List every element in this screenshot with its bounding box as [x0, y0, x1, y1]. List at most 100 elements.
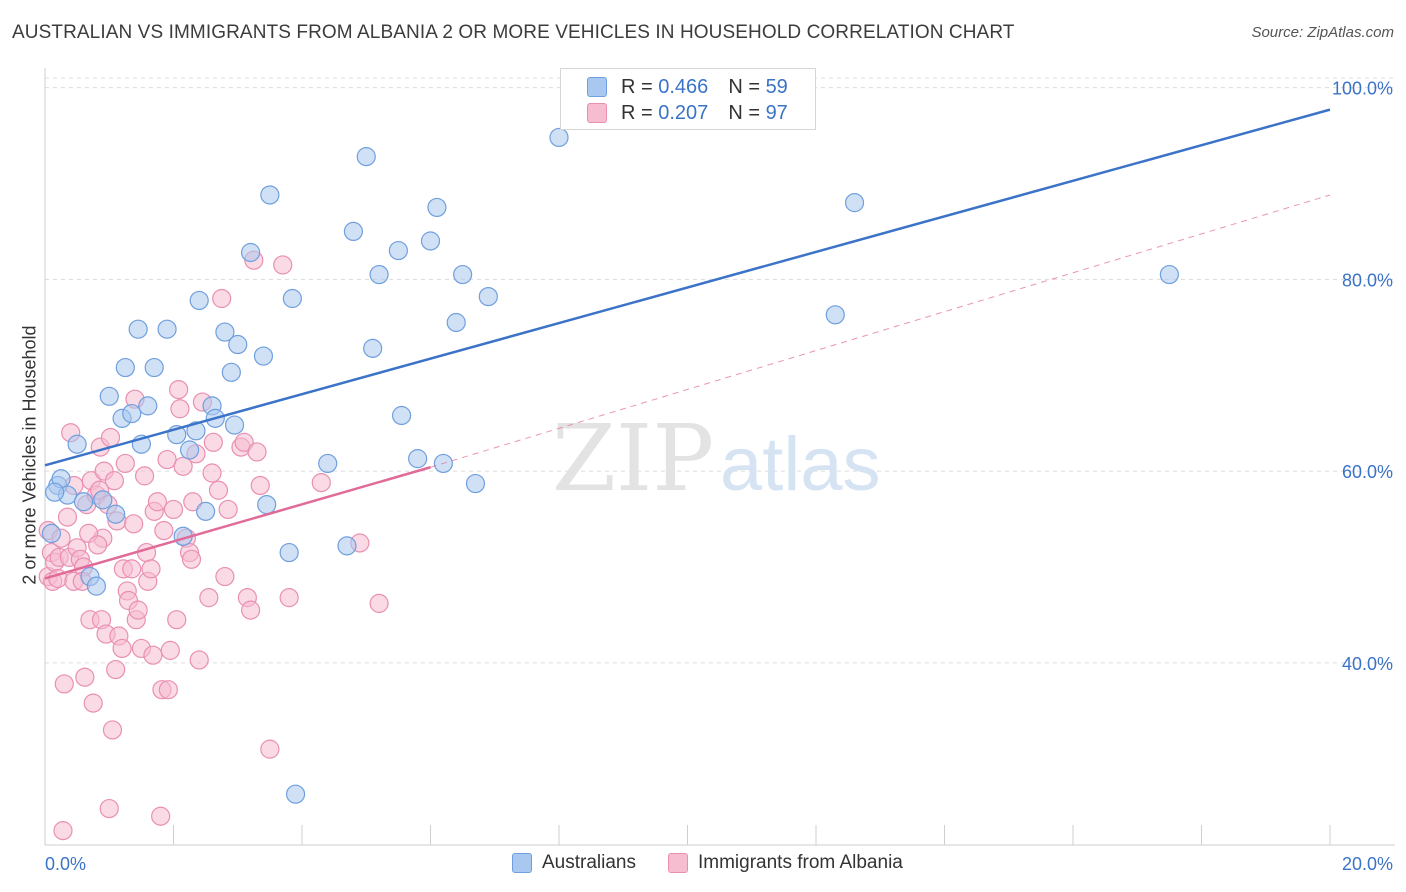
australians-point-27: [215, 322, 235, 342]
australians-point-44: [388, 240, 408, 261]
albania-point-77: [218, 499, 238, 520]
y-tick-label-100: 100.0%: [1332, 79, 1393, 99]
australians-point-46: [408, 449, 428, 469]
australians-n-label: N =: [728, 75, 760, 98]
albania-point-95: [100, 427, 121, 448]
albania-n-label: N =: [728, 101, 760, 124]
albania-point-9: [54, 674, 74, 694]
albania-point-72: [202, 463, 222, 483]
albania-point-46: [134, 466, 155, 486]
x-tick-label-max: 20.0%: [1342, 854, 1393, 874]
albania-point-63: [173, 456, 193, 476]
australians-point-29: [224, 415, 245, 435]
albania-legend-swatch: [668, 853, 688, 873]
australians-trend-line: [44, 108, 1331, 467]
albania-point-81: [241, 600, 261, 620]
albania-n-value: 97: [765, 101, 788, 124]
australians-point-30: [228, 334, 248, 355]
australians-point-18: [157, 319, 177, 339]
albania-point-85: [260, 739, 280, 759]
albania-trend-line: [44, 466, 431, 580]
australians-point-12: [115, 357, 135, 378]
australians-point-8: [93, 490, 113, 510]
australians-point-38: [318, 453, 338, 474]
albania-point-84: [250, 475, 270, 496]
albania-point-31: [104, 471, 124, 491]
albania-point-30: [102, 720, 123, 740]
australians-point-55: [825, 305, 845, 325]
australians-point-48: [427, 197, 447, 218]
stats-legend: R = 0.466 N = 59 R = 0.207 N = 97: [560, 68, 816, 130]
legend-item-albania[interactable]: Immigrants from Albania: [668, 852, 903, 874]
australians-point-43: [369, 264, 389, 285]
albania-point-57: [158, 680, 178, 700]
albania-points: [38, 250, 389, 841]
albania-r-label: R =: [621, 101, 653, 124]
australians-legend-swatch: [512, 853, 532, 873]
albania-point-71: [199, 588, 219, 608]
albania-point-69: [189, 650, 209, 670]
watermark: ZIP atlas: [552, 405, 881, 512]
watermark-zip: ZIP: [552, 405, 714, 512]
australians-point-4: [67, 434, 87, 454]
stats-row-australians: R = 0.466 N = 59: [587, 74, 788, 100]
albania-point-37: [115, 453, 135, 474]
stats-row-albania: R = 0.207 N = 97: [587, 100, 788, 126]
albania-point-86: [273, 255, 293, 275]
australians-point-57: [1159, 264, 1179, 285]
albania-point-59: [163, 499, 184, 520]
y-tick-label-40: 40.0%: [1342, 654, 1393, 674]
albania-point-90: [369, 593, 389, 613]
albania-point-93: [88, 535, 108, 555]
albania-legend-label: Immigrants from Albania: [698, 852, 903, 873]
albania-point-76: [215, 566, 235, 587]
albania-point-44: [128, 600, 148, 620]
australians-point-34: [260, 185, 280, 205]
source-label: Source: ZipAtlas.com: [1251, 24, 1394, 41]
australians-n-value: 59: [765, 75, 788, 98]
australians-point-39: [337, 536, 357, 556]
albania-point-58: [160, 640, 180, 660]
albania-point-79: [234, 432, 254, 452]
albania-point-21: [83, 693, 103, 713]
australians-point-45: [391, 405, 412, 426]
tick-labels: 40.0% 60.0% 80.0% 100.0% 0.0% 20.0%: [45, 79, 1393, 874]
australians-point-53: [478, 286, 498, 307]
legend-item-australians[interactable]: Australians: [512, 852, 636, 874]
australians-point-36: [282, 288, 302, 309]
albania-trend-line-dashed: [430, 194, 1331, 468]
australians-point-37: [285, 784, 306, 804]
watermark-atlas: atlas: [720, 422, 881, 507]
australians-point-54: [549, 127, 569, 148]
albania-point-40: [122, 559, 142, 579]
y-tick-label-60: 60.0%: [1342, 462, 1393, 482]
australians-points: [41, 127, 1179, 804]
australians-r-value: 0.466: [658, 75, 709, 98]
australians-point-10: [106, 504, 126, 524]
albania-point-50: [143, 645, 163, 665]
albania-point-56: [157, 449, 177, 470]
albania-point-75: [212, 288, 232, 309]
australians-point-16: [138, 396, 158, 416]
albania-point-62: [170, 399, 190, 419]
australians-point-0: [41, 523, 62, 544]
chart-title: AUSTRALIAN VS IMMIGRANTS FROM ALBANIA 2 …: [12, 22, 1015, 43]
australians-swatch: [587, 77, 607, 97]
australians-legend-label: Australians: [542, 852, 636, 873]
australians-point-56: [844, 193, 865, 213]
axes: [44, 68, 1395, 846]
albania-point-49: [141, 559, 161, 579]
y-tick-label-80: 80.0%: [1342, 270, 1393, 290]
australians-point-58: [45, 482, 65, 502]
australians-point-14: [128, 319, 148, 339]
bottom-legend: Australians Immigrants from Albania: [512, 852, 935, 874]
albania-point-61: [169, 379, 189, 400]
albania-point-67: [183, 492, 203, 512]
albania-point-29: [99, 798, 119, 819]
australians-r-label: R =: [621, 75, 653, 98]
australians-point-23: [189, 290, 209, 311]
australians-point-51: [453, 264, 473, 285]
grid: [45, 77, 1395, 664]
x-tick-label-min: 0.0%: [45, 854, 86, 874]
